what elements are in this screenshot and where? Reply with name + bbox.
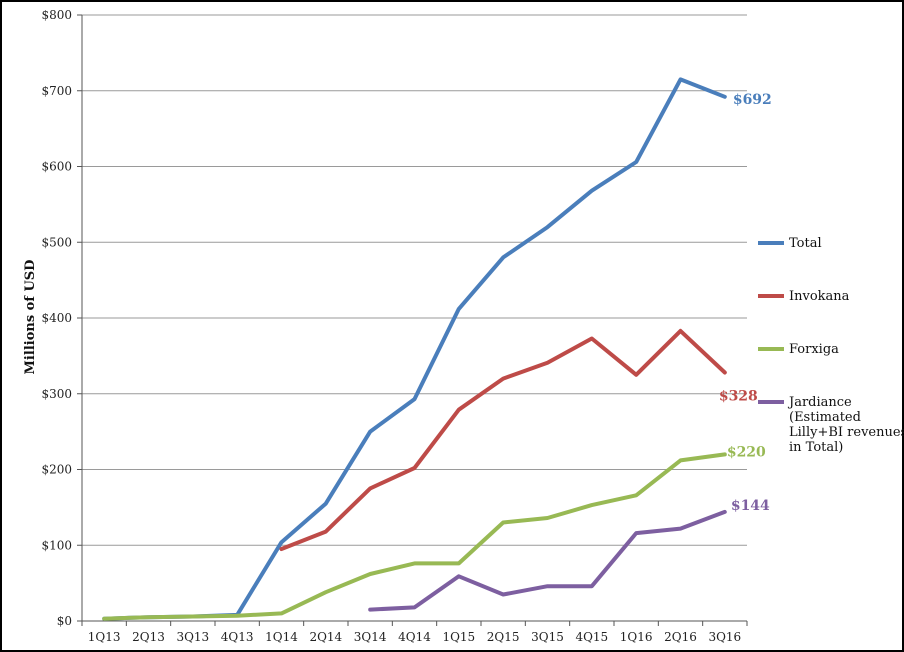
legend-label-forxiga: Forxiga [789,342,839,357]
y-tick-label: $300 [41,387,72,401]
x-tick-label: 3Q15 [531,630,564,644]
x-tick-label: 1Q13 [88,630,121,644]
y-tick-label: $100 [41,538,72,552]
x-tick-label: 4Q14 [398,630,431,644]
x-tick-label: 3Q16 [708,630,741,644]
x-tick-label: 3Q13 [176,630,209,644]
legend: Total Invokana Forxiga Jardiance (Estimated L… [758,236,904,455]
x-tick-label: 1Q15 [442,630,475,644]
x-tick-label: 2Q15 [487,630,520,644]
x-tick-label: 4Q13 [221,630,254,644]
y-axis-title: Millions of USD [23,260,38,375]
y-tick-label: $200 [41,463,72,477]
y-tick-label: $400 [41,311,72,325]
y-tick-label: $0 [57,614,72,628]
x-tick-label: 2Q13 [132,630,165,644]
x-tick-label: 2Q14 [309,630,342,644]
x-tick-label: 1Q14 [265,630,298,644]
end-label-forxiga: $220 [727,444,766,460]
series-line-forxiga [102,452,727,621]
end-labels: $692 $328 $220 $144 [719,92,772,514]
series-lines [102,77,727,621]
legend-label-jardiance: Jardiance (Estimated Lilly+BI revenues, in … [787,395,904,455]
gridlines [82,14,747,546]
legend-label-total: Total [789,236,822,251]
y-tick-label: $800 [41,8,72,22]
x-tick-label: 2Q16 [664,630,697,644]
y-tick-label: $500 [41,235,72,249]
y-tick-label: $700 [41,84,72,98]
x-tick-label: 4Q15 [575,630,608,644]
end-label-jardiance: $144 [731,498,770,514]
end-label-total: $692 [733,92,772,108]
x-tick-label: 1Q16 [620,630,653,644]
legend-label-invokana: Invokana [789,289,850,304]
x-tick-labels: 1Q13 2Q13 3Q13 4Q13 1Q14 2Q14 3Q14 4Q14 1Q15 2Q15… [88,630,741,644]
x-tick-label: 3Q14 [354,630,387,644]
axes [77,14,748,626]
end-label-invokana: $328 [719,389,758,405]
y-tick-label: $600 [41,160,72,174]
series-line-invokana [279,328,727,551]
y-tick-labels: $0 $100 $200 $300 $400 $500 $600 $700 $800 [41,8,72,628]
series-line-jardiance [368,509,727,612]
